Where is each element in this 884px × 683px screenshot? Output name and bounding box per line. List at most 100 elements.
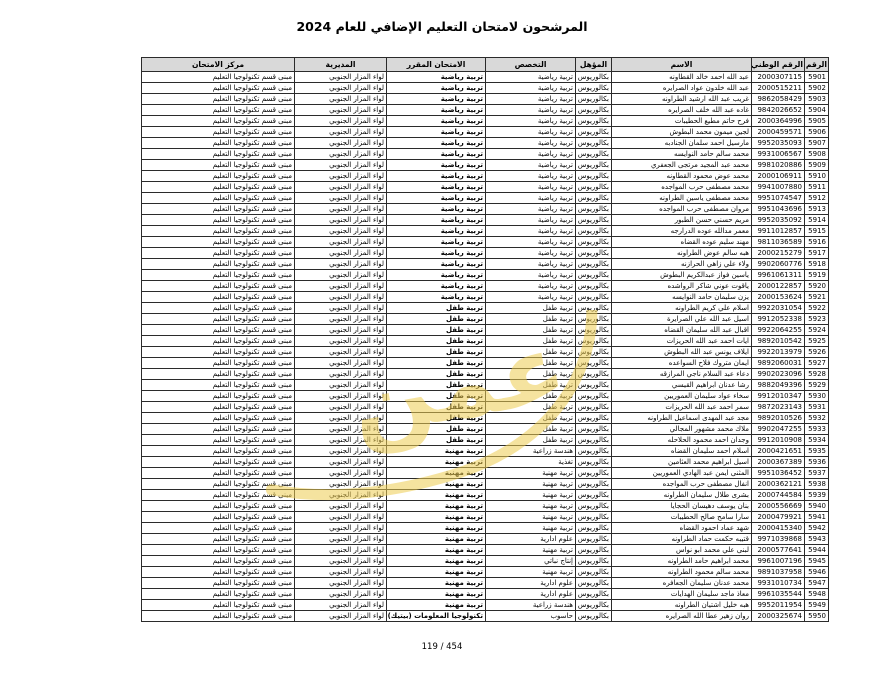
cell-national-id: 9892010526: [751, 412, 805, 424]
cell-national-id: 2000106911: [751, 170, 805, 182]
cell-exam-center: مبنى قسم تكنولوجيا التعليم: [141, 137, 295, 149]
cell-national-id: 9952035093: [751, 137, 805, 149]
cell-qualification: بكالوريوس: [575, 478, 612, 490]
cell-serial: 5915: [804, 225, 829, 237]
table-row: 5942 2000415340 شهد عماد احمود القضاه بكالو…: [141, 522, 829, 534]
cell-name: مروان مصطفى حرب المواجده: [611, 203, 752, 215]
cell-national-id: 9931006567: [751, 148, 805, 160]
cell-name: بشرى طلال سليمان الطراونه: [611, 489, 752, 501]
cell-qualification: بكالوريوس: [575, 533, 612, 545]
table-row: 5941 2000479921 سارا سامح صالح الحطيبات بكا…: [141, 511, 829, 523]
cell-specialization: تربية طفل: [485, 302, 576, 314]
cell-qualification: بكالوريوس: [575, 423, 612, 435]
cell-exam-center: مبنى قسم تكنولوجيا التعليم: [141, 357, 295, 369]
cell-name: محمد ابراهيم حامد الطراونه: [611, 555, 752, 567]
cell-directorate: لواء المزار الجنوبي: [294, 148, 387, 160]
cell-exam: تربية مهنية: [386, 533, 486, 545]
cell-exam-center: مبنى قسم تكنولوجيا التعليم: [141, 599, 295, 611]
cell-exam: تربية طفل: [386, 357, 486, 369]
cell-serial: 5922: [804, 302, 829, 314]
cell-name: اسيل ابراهيم محمد العثامين: [611, 456, 752, 468]
table-row: 5901 2000307115 عبد الله احمد خالد القطاون…: [141, 71, 829, 83]
table-row: 5948 9961035544 معاذ ماجد سليمان الهدايات ب…: [141, 588, 829, 600]
cell-name: محمد عوض محمود القطاونه: [611, 170, 752, 182]
page-title: المرشحون لامتحان التعليم الإضافي للعام 2…: [296, 19, 588, 34]
cell-serial: 5928: [804, 368, 829, 380]
cell-specialization: تربية رياضية: [485, 93, 576, 105]
cell-serial: 5913: [804, 203, 829, 215]
cell-serial: 5937: [804, 467, 829, 479]
cell-name: ملاك محمد مشهور المجالي: [611, 423, 752, 435]
cell-exam-center: مبنى قسم تكنولوجيا التعليم: [141, 566, 295, 578]
cell-exam-center: مبنى قسم تكنولوجيا التعليم: [141, 577, 295, 589]
cell-exam: تربية رياضية: [386, 71, 486, 83]
cell-directorate: لواء المزار الجنوبي: [294, 555, 387, 567]
cell-exam-center: مبنى قسم تكنولوجيا التعليم: [141, 170, 295, 182]
cell-serial: 5925: [804, 335, 829, 347]
cell-specialization: تربية رياضية: [485, 247, 576, 259]
cell-national-id: 9952011954: [751, 599, 805, 611]
cell-exam: تربية مهنية: [386, 588, 486, 600]
cell-specialization: تربية طفل: [485, 379, 576, 391]
cell-qualification: بكالوريوس: [575, 434, 612, 446]
table-row: 5932 9892010526 مجد عبد المهدى اسماعيل الط…: [141, 412, 829, 424]
cell-name: بنان يوسف دهيسان الحجايا: [611, 500, 752, 512]
cell-national-id: 9961007196: [751, 555, 805, 567]
cell-exam: تربية رياضية: [386, 159, 486, 171]
cell-qualification: بكالوريوس: [575, 137, 612, 149]
cell-serial: 5931: [804, 401, 829, 413]
cell-name: شهد عماد احمود القضاه: [611, 522, 752, 534]
cell-qualification: بكالوريوس: [575, 159, 612, 171]
cell-name: لجين ميمون محمد البطوش: [611, 126, 752, 138]
cell-qualification: بكالوريوس: [575, 544, 612, 556]
cell-exam: تربية طفل: [386, 313, 486, 325]
cell-name: معاذ ماجد سليمان الهدايات: [611, 588, 752, 600]
cell-qualification: بكالوريوس: [575, 555, 612, 567]
cell-exam: تربية مهنية: [386, 566, 486, 578]
cell-exam-center: مبنى قسم تكنولوجيا التعليم: [141, 104, 295, 116]
cell-specialization: تربية رياضية: [485, 82, 576, 94]
cell-qualification: بكالوريوس: [575, 522, 612, 534]
cell-exam-center: مبنى قسم تكنولوجيا التعليم: [141, 159, 295, 171]
cell-qualification: بكالوريوس: [575, 247, 612, 259]
cell-qualification: بكالوريوس: [575, 577, 612, 589]
cell-directorate: لواء المزار الجنوبي: [294, 346, 387, 358]
cell-exam-center: مبنى قسم تكنولوجيا التعليم: [141, 291, 295, 303]
cell-directorate: لواء المزار الجنوبي: [294, 104, 387, 116]
cell-name: ياقوت عوني شاكر الرواشده: [611, 280, 752, 292]
cell-exam: تربية رياضية: [386, 126, 486, 138]
cell-specialization: تربية مهنية: [485, 511, 576, 523]
cell-serial: 5933: [804, 423, 829, 435]
cell-serial: 5923: [804, 313, 829, 325]
cell-national-id: 9981020886: [751, 159, 805, 171]
header-national-id: الرقم الوطني: [751, 57, 805, 72]
cell-exam-center: مبنى قسم تكنولوجيا التعليم: [141, 511, 295, 523]
cell-exam-center: مبنى قسم تكنولوجيا التعليم: [141, 313, 295, 325]
cell-specialization: تربية رياضية: [485, 126, 576, 138]
table-row: 5925 9892010542 ايات احمد عبد الله الحريزا…: [141, 335, 829, 347]
cell-serial: 5907: [804, 137, 829, 149]
cell-name: وجدان احمد محمود الحلاحله: [611, 434, 752, 446]
cell-exam-center: مبنى قسم تكنولوجيا التعليم: [141, 258, 295, 270]
cell-specialization: تربية طفل: [485, 368, 576, 380]
cell-exam: تربية رياضية: [386, 137, 486, 149]
cell-directorate: لواء المزار الجنوبي: [294, 511, 387, 523]
cell-specialization: تربية مهنية: [485, 500, 576, 512]
cell-exam-center: مبنى قسم تكنولوجيا التعليم: [141, 214, 295, 226]
cell-national-id: 9971039868: [751, 533, 805, 545]
cell-exam: تربية مهنية: [386, 500, 486, 512]
cell-exam: تربية رياضية: [386, 93, 486, 105]
cell-qualification: بكالوريوس: [575, 181, 612, 193]
cell-exam-center: مبنى قسم تكنولوجيا التعليم: [141, 478, 295, 490]
cell-specialization: علوم ادارية: [485, 533, 576, 545]
table-row: 5921 2000153624 يزن سليمان حامد النوايسه بك…: [141, 291, 829, 303]
cell-exam: تربية مهنية: [386, 467, 486, 479]
cell-name: محمد سالم حامد النوايسه: [611, 148, 752, 160]
cell-directorate: لواء المزار الجنوبي: [294, 456, 387, 468]
cell-specialization: تربية طفل: [485, 412, 576, 424]
cell-exam-center: مبنى قسم تكنولوجيا التعليم: [141, 489, 295, 501]
cell-exam: تربية رياضية: [386, 170, 486, 182]
cell-exam-center: مبنى قسم تكنولوجيا التعليم: [141, 93, 295, 105]
cell-exam: تربية رياضية: [386, 115, 486, 127]
cell-specialization: تربية رياضية: [485, 225, 576, 237]
